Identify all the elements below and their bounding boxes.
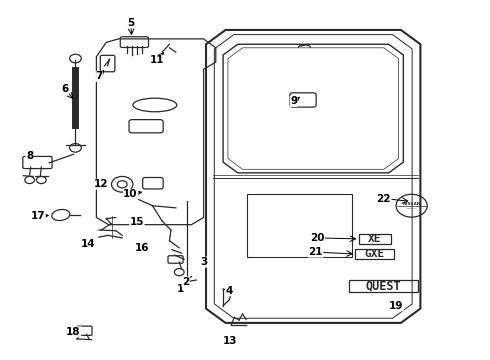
Text: 18: 18: [66, 327, 81, 337]
Text: 2: 2: [182, 277, 189, 287]
Text: 13: 13: [223, 336, 238, 346]
Text: 17: 17: [30, 211, 45, 221]
Text: GXE: GXE: [364, 249, 384, 259]
Text: 14: 14: [81, 239, 96, 249]
Text: 10: 10: [123, 189, 138, 199]
Text: 5: 5: [127, 18, 134, 28]
Text: 19: 19: [389, 301, 403, 311]
Text: ______: ______: [406, 206, 417, 210]
Text: 21: 21: [308, 247, 323, 257]
Text: 20: 20: [310, 233, 324, 243]
Text: 8: 8: [26, 151, 33, 161]
Text: XE: XE: [368, 234, 381, 244]
Text: NISSAN: NISSAN: [402, 202, 421, 206]
Text: 22: 22: [377, 194, 391, 203]
Text: 6: 6: [61, 84, 68, 94]
Text: 1: 1: [177, 284, 184, 294]
Text: 12: 12: [94, 179, 108, 189]
Text: 3: 3: [200, 257, 207, 267]
Text: 11: 11: [150, 55, 165, 65]
Text: 9: 9: [290, 96, 297, 107]
Text: 15: 15: [129, 217, 144, 227]
Text: 7: 7: [95, 71, 102, 81]
Text: 4: 4: [226, 286, 233, 296]
Text: 16: 16: [134, 243, 149, 253]
Text: QUEST: QUEST: [366, 280, 401, 293]
